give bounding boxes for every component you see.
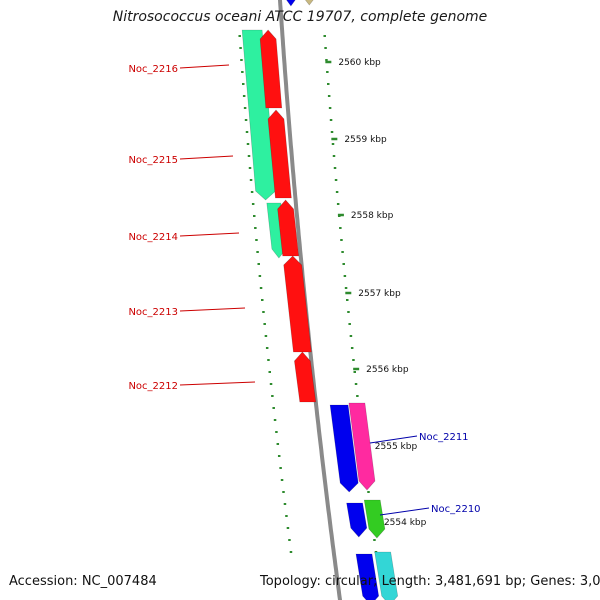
- gene-label-left: Noc_2212: [128, 381, 178, 392]
- map-title: Nitrosococcus oceani ATCC 19707, complet…: [112, 9, 488, 25]
- gene-label-left: Noc_2215: [128, 155, 178, 166]
- gene-arrow-pink: [348, 402, 376, 491]
- genome-summary-text: Topology: circular; Length: 3,481,691 bp…: [260, 574, 600, 589]
- gene-arrow-cyan: [374, 551, 399, 600]
- scale-tick-label: 2554 kbp: [384, 518, 427, 528]
- gene-label-right: Noc_2210: [431, 504, 481, 515]
- scale-tick-label: 2558 kbp: [351, 211, 394, 221]
- gene-arrow-blue: [346, 502, 368, 538]
- gene-label-leader: [179, 381, 256, 386]
- scale-tick-label: 2559 kbp: [344, 135, 387, 145]
- gene-label-leader: [179, 155, 234, 160]
- gene-arrow-green: [241, 29, 276, 201]
- gene-arrow-tan: [305, 0, 314, 6]
- gene-arrow-blue: [355, 553, 380, 600]
- gene-arrow-red: [277, 199, 300, 257]
- gene-label-right: Noc_2211: [419, 432, 469, 443]
- gene-arrow-blue: [329, 404, 359, 493]
- gene-label-left: Noc_2214: [128, 232, 178, 243]
- accession-text: Accession: NC_007484: [9, 574, 157, 589]
- gene-arrow-red: [294, 351, 317, 403]
- scale-tick-label: 2557 kbp: [358, 289, 401, 299]
- gene-label-leader: [179, 232, 240, 237]
- scale-tick-label: 2556 kbp: [366, 365, 409, 375]
- gene-arrow-blue: [286, 0, 296, 7]
- scale-tick-label: 2555 kbp: [375, 442, 418, 452]
- scale-tick-label: 2560 kbp: [338, 58, 381, 68]
- gene-arrow-red: [267, 109, 292, 199]
- gene-label-leader: [369, 435, 418, 444]
- gene-label-left: Noc_2216: [128, 64, 178, 75]
- gene-label-leader: [179, 64, 230, 69]
- gene-label-left: Noc_2213: [128, 307, 178, 318]
- gene-label-leader: [379, 507, 430, 516]
- gene-arrow-green: [363, 499, 386, 539]
- gene-label-leader: [179, 307, 246, 312]
- gene-arrow-red: [259, 29, 283, 109]
